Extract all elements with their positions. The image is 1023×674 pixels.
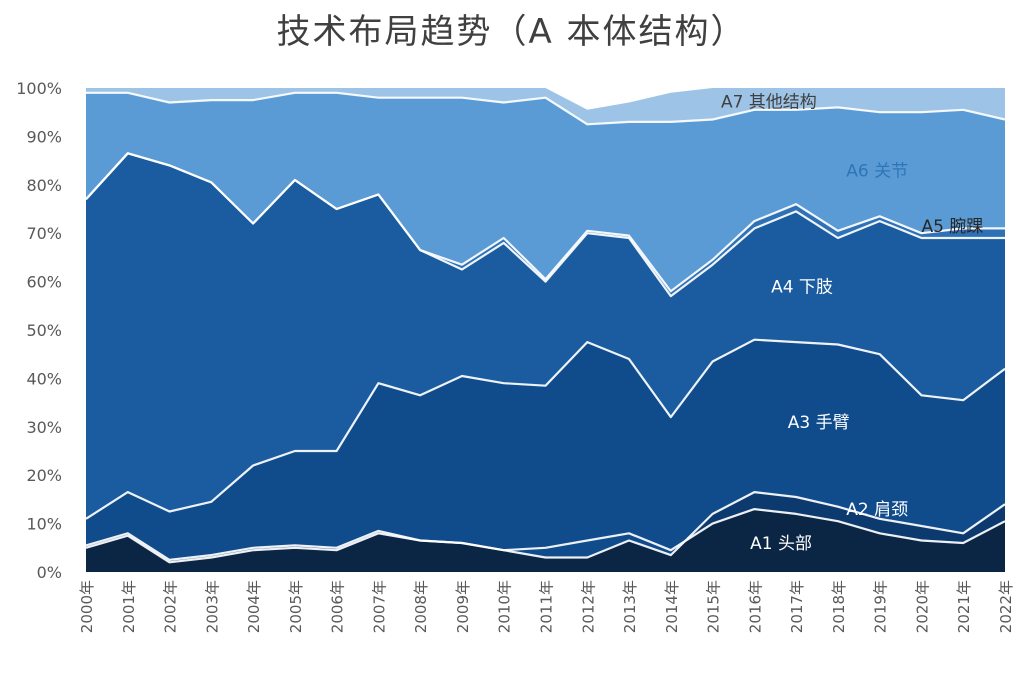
annotation-series-3: A3 手臂 — [788, 413, 850, 433]
x-tick-label: 2020年 — [913, 580, 931, 633]
boundary-line-series-6 — [86, 91, 1006, 126]
annotation-series-7: A7 其他结构 — [721, 93, 817, 113]
y-tick-label: 90% — [26, 127, 62, 146]
annotation-series-5: A5 腕踝 — [921, 217, 983, 237]
x-tick-label: 2004年 — [245, 580, 263, 633]
x-tick-label: 2013年 — [621, 580, 639, 633]
x-tick-label: 2018年 — [830, 580, 848, 633]
x-tick-label: 2007年 — [370, 580, 388, 633]
x-tick-label: 2011年 — [538, 580, 556, 633]
x-tick-label: 2002年 — [162, 580, 180, 633]
x-tick-label: 2022年 — [997, 580, 1015, 633]
y-tick-label: 0% — [37, 563, 62, 582]
area-series-1 — [86, 509, 1005, 572]
area-series-2 — [86, 492, 1005, 563]
x-tick-label: 2009年 — [454, 580, 472, 633]
annotation-series-2: A2 肩颈 — [846, 500, 908, 520]
boundary-line-series-5 — [85, 152, 1005, 293]
boundary-line-series-1 — [85, 508, 1006, 564]
y-tick-label: 70% — [26, 224, 62, 243]
area-series-6 — [86, 92, 1005, 292]
y-tick-label: 40% — [26, 369, 62, 388]
y-tick-label: 80% — [26, 176, 62, 195]
boundary-line-series-3 — [85, 338, 1006, 520]
annotation-series-4: A4 下肢 — [771, 277, 833, 297]
x-tick-label: 2014年 — [663, 580, 681, 633]
y-tick-label: 20% — [26, 466, 62, 485]
x-tick-label: 2017年 — [788, 580, 806, 633]
area-series-5 — [86, 153, 1005, 297]
y-tick-label: 10% — [26, 515, 62, 534]
y-tick-label: 60% — [26, 273, 62, 292]
x-tick-label: 2012年 — [579, 580, 597, 633]
area-series-7 — [86, 88, 1005, 125]
chart-title: 技术布局趋势（A 本体结构） — [276, 12, 747, 52]
x-tick-label: 2000年 — [78, 580, 96, 633]
x-tick-label: 2003年 — [203, 580, 221, 633]
annotation-series-6: A6 关节 — [846, 161, 908, 181]
boundary-line-series-2 — [85, 491, 1006, 562]
y-tick-label: 100% — [16, 79, 62, 98]
annotation-series-1: A1 头部 — [750, 534, 812, 554]
area-series-3 — [86, 339, 1005, 560]
x-tick-label: 2008年 — [412, 580, 430, 633]
x-tick-label: 2005年 — [287, 580, 305, 633]
x-tick-label: 2016年 — [746, 580, 764, 633]
area-series-4 — [86, 153, 1005, 519]
y-tick-label: 50% — [26, 321, 62, 340]
x-tick-label: 2001年 — [120, 580, 138, 633]
x-tick-label: 2006年 — [329, 580, 347, 633]
x-tick-label: 2021年 — [955, 580, 973, 633]
y-tick-label: 30% — [26, 418, 62, 437]
x-tick-label: 2010年 — [496, 580, 514, 633]
x-tick-label: 2015年 — [705, 580, 723, 633]
x-tick-label: 2019年 — [872, 580, 890, 633]
